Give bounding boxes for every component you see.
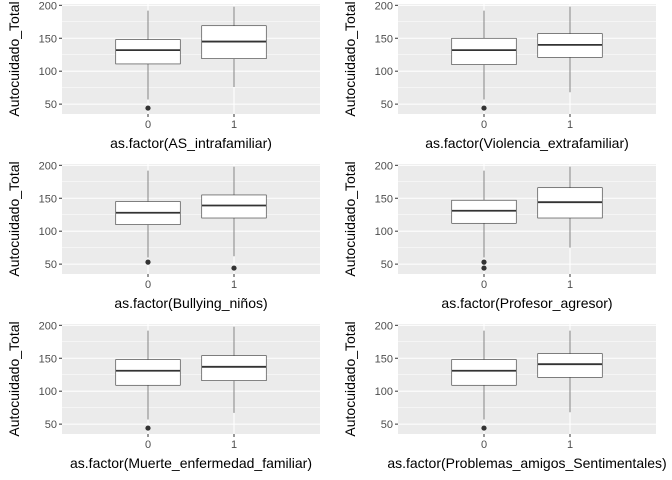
box-1 [537, 166, 603, 248]
y-tick-label: 50 [381, 99, 393, 111]
y-tick-label: 150 [375, 33, 393, 45]
x-axis-title: as.factor(Muerte_enfermedad_familiar) [70, 455, 312, 471]
box-1 [201, 166, 267, 271]
y-axis-title: Autocuidado_Total [342, 1, 358, 116]
box-iqr [115, 39, 181, 65]
panel-background [398, 164, 656, 274]
outlier-point [231, 265, 237, 271]
box-1 [537, 6, 603, 93]
boxplot-panel-4: 50 100 150 200 0 1 as.factor(Profesor_agresor)… [342, 160, 656, 311]
y-tick-label: 100 [375, 66, 393, 78]
y-tick-label: 200 [375, 0, 393, 12]
x-tick-label: 0 [481, 119, 487, 131]
y-tick-label: 50 [45, 99, 57, 111]
panel-background [62, 4, 320, 114]
y-tick-label: 50 [381, 259, 393, 271]
box-0 [115, 330, 181, 431]
y-tick-label: 200 [375, 160, 393, 172]
y-tick-label: 100 [39, 226, 57, 238]
y-tick-label: 200 [39, 160, 57, 172]
y-tick-label: 150 [375, 193, 393, 205]
boxplot-panel-5: 50 100 150 200 0 1 as.factor(Muerte_enfermedad… [6, 320, 320, 471]
x-tick-label: 0 [145, 279, 151, 291]
box-iqr [451, 359, 517, 386]
box-iqr [451, 199, 517, 224]
y-tick-label: 50 [45, 419, 57, 431]
y-axis-title: Autocuidado_Total [6, 321, 22, 436]
box-iqr [201, 355, 267, 381]
y-tick-label: 100 [39, 386, 57, 398]
boxplot-panel-6: 50 100 150 200 0 1 as.factor(Problemas_amigos_… [342, 320, 667, 471]
box-iqr [451, 37, 517, 65]
x-tick-label: 0 [481, 279, 487, 291]
y-tick-label: 150 [39, 353, 57, 365]
x-tick-label: 1 [567, 439, 573, 451]
x-axis-title: as.factor(Bullying_niños) [114, 295, 267, 311]
x-tick-label: 1 [231, 119, 237, 131]
y-tick-label: 200 [39, 0, 57, 12]
box-iqr [201, 194, 267, 219]
outlier-point [481, 105, 487, 111]
y-tick-label: 50 [381, 419, 393, 431]
box-0 [451, 10, 517, 111]
box-0 [115, 10, 181, 111]
y-tick-label: 200 [39, 320, 57, 332]
y-tick-label: 150 [375, 353, 393, 365]
box-iqr [537, 353, 603, 378]
box-iqr [115, 359, 181, 386]
y-tick-label: 100 [375, 226, 393, 238]
x-tick-label: 0 [145, 119, 151, 131]
y-tick-label: 100 [39, 66, 57, 78]
y-axis-title: Autocuidado_Total [6, 161, 22, 276]
box-1 [537, 330, 603, 413]
x-axis-title: as.factor(Problemas_amigos_Sentimentales… [387, 455, 666, 471]
y-tick-label: 150 [39, 193, 57, 205]
y-axis-title: Autocuidado_Total [342, 321, 358, 436]
y-tick-label: 150 [39, 33, 57, 45]
box-1 [201, 326, 267, 413]
x-axis-title: as.factor(AS_intrafamiliar) [110, 135, 272, 151]
boxplot-panel-1: 50 100 150 200 0 1 as.factor(AS_intrafamiliar)… [6, 0, 320, 151]
box-1 [201, 6, 267, 87]
x-tick-label: 0 [145, 439, 151, 451]
x-tick-label: 1 [231, 439, 237, 451]
box-0 [451, 330, 517, 431]
panel-background [398, 324, 656, 434]
box-0 [115, 170, 181, 265]
x-tick-label: 0 [481, 439, 487, 451]
panel-background [62, 324, 320, 434]
y-tick-label: 50 [45, 259, 57, 271]
x-axis-title: as.factor(Violencia_extrafamiliar) [425, 135, 629, 151]
y-tick-label: 200 [375, 320, 393, 332]
panel-background [398, 4, 656, 114]
x-tick-label: 1 [231, 279, 237, 291]
x-tick-label: 1 [567, 119, 573, 131]
outlier-point [481, 425, 487, 431]
outlier-point [145, 105, 151, 111]
outlier-point [481, 259, 487, 265]
x-tick-label: 1 [567, 279, 573, 291]
x-axis-title: as.factor(Profesor_agresor) [441, 295, 612, 311]
y-axis-title: Autocuidado_Total [342, 161, 358, 276]
outlier-point [145, 259, 151, 265]
box-0 [451, 170, 517, 271]
outlier-point [145, 425, 151, 431]
panel-background [62, 164, 320, 274]
y-axis-title: Autocuidado_Total [6, 1, 22, 116]
boxplot-panel-3: 50 100 150 200 0 1 as.factor(Bullying_niños) Au… [6, 160, 320, 311]
boxplot-panel-2: 50 100 150 200 0 1 as.factor(Violencia_extrafa… [342, 0, 656, 151]
y-tick-label: 100 [375, 386, 393, 398]
outlier-point [481, 265, 487, 271]
